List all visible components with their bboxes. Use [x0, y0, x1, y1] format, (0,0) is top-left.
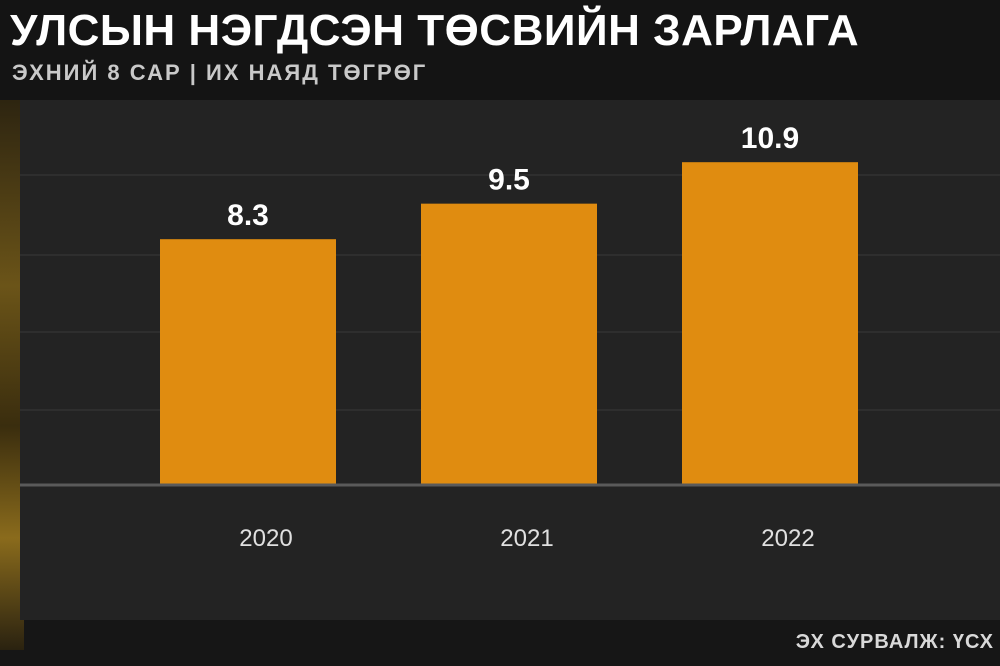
x-tick-label-2020: 2020	[239, 525, 292, 552]
source-note: ЭХ СУРВАЛЖ: ҮСХ	[795, 631, 994, 653]
chart-subtitle: ЭХНИЙ 8 САР | ИХ НАЯД ТӨГРӨГ	[12, 60, 428, 85]
data-label-2020: 8.3	[227, 199, 269, 232]
data-label-2022: 10.9	[741, 122, 799, 155]
bar-2022	[682, 162, 858, 485]
bar-chart: 8.3 2020 9.5 2021 10.9 2022	[20, 122, 1000, 552]
x-tick-label-2022: 2022	[761, 525, 814, 552]
x-tick-label-2021: 2021	[500, 525, 553, 552]
bar-2020	[160, 239, 336, 485]
chart-title: УЛСЫН НЭГДСЭН ТӨСВИЙН ЗАРЛАГА	[10, 6, 860, 55]
chart-header: УЛСЫН НЭГДСЭН ТӨСВИЙН ЗАРЛАГА ЭХНИЙ 8 СА…	[0, 0, 1000, 100]
bar-2021	[421, 203, 597, 485]
data-label-2021: 9.5	[488, 164, 530, 197]
plot-panel: 8.3 2020 9.5 2021 10.9 2022	[20, 100, 1000, 620]
